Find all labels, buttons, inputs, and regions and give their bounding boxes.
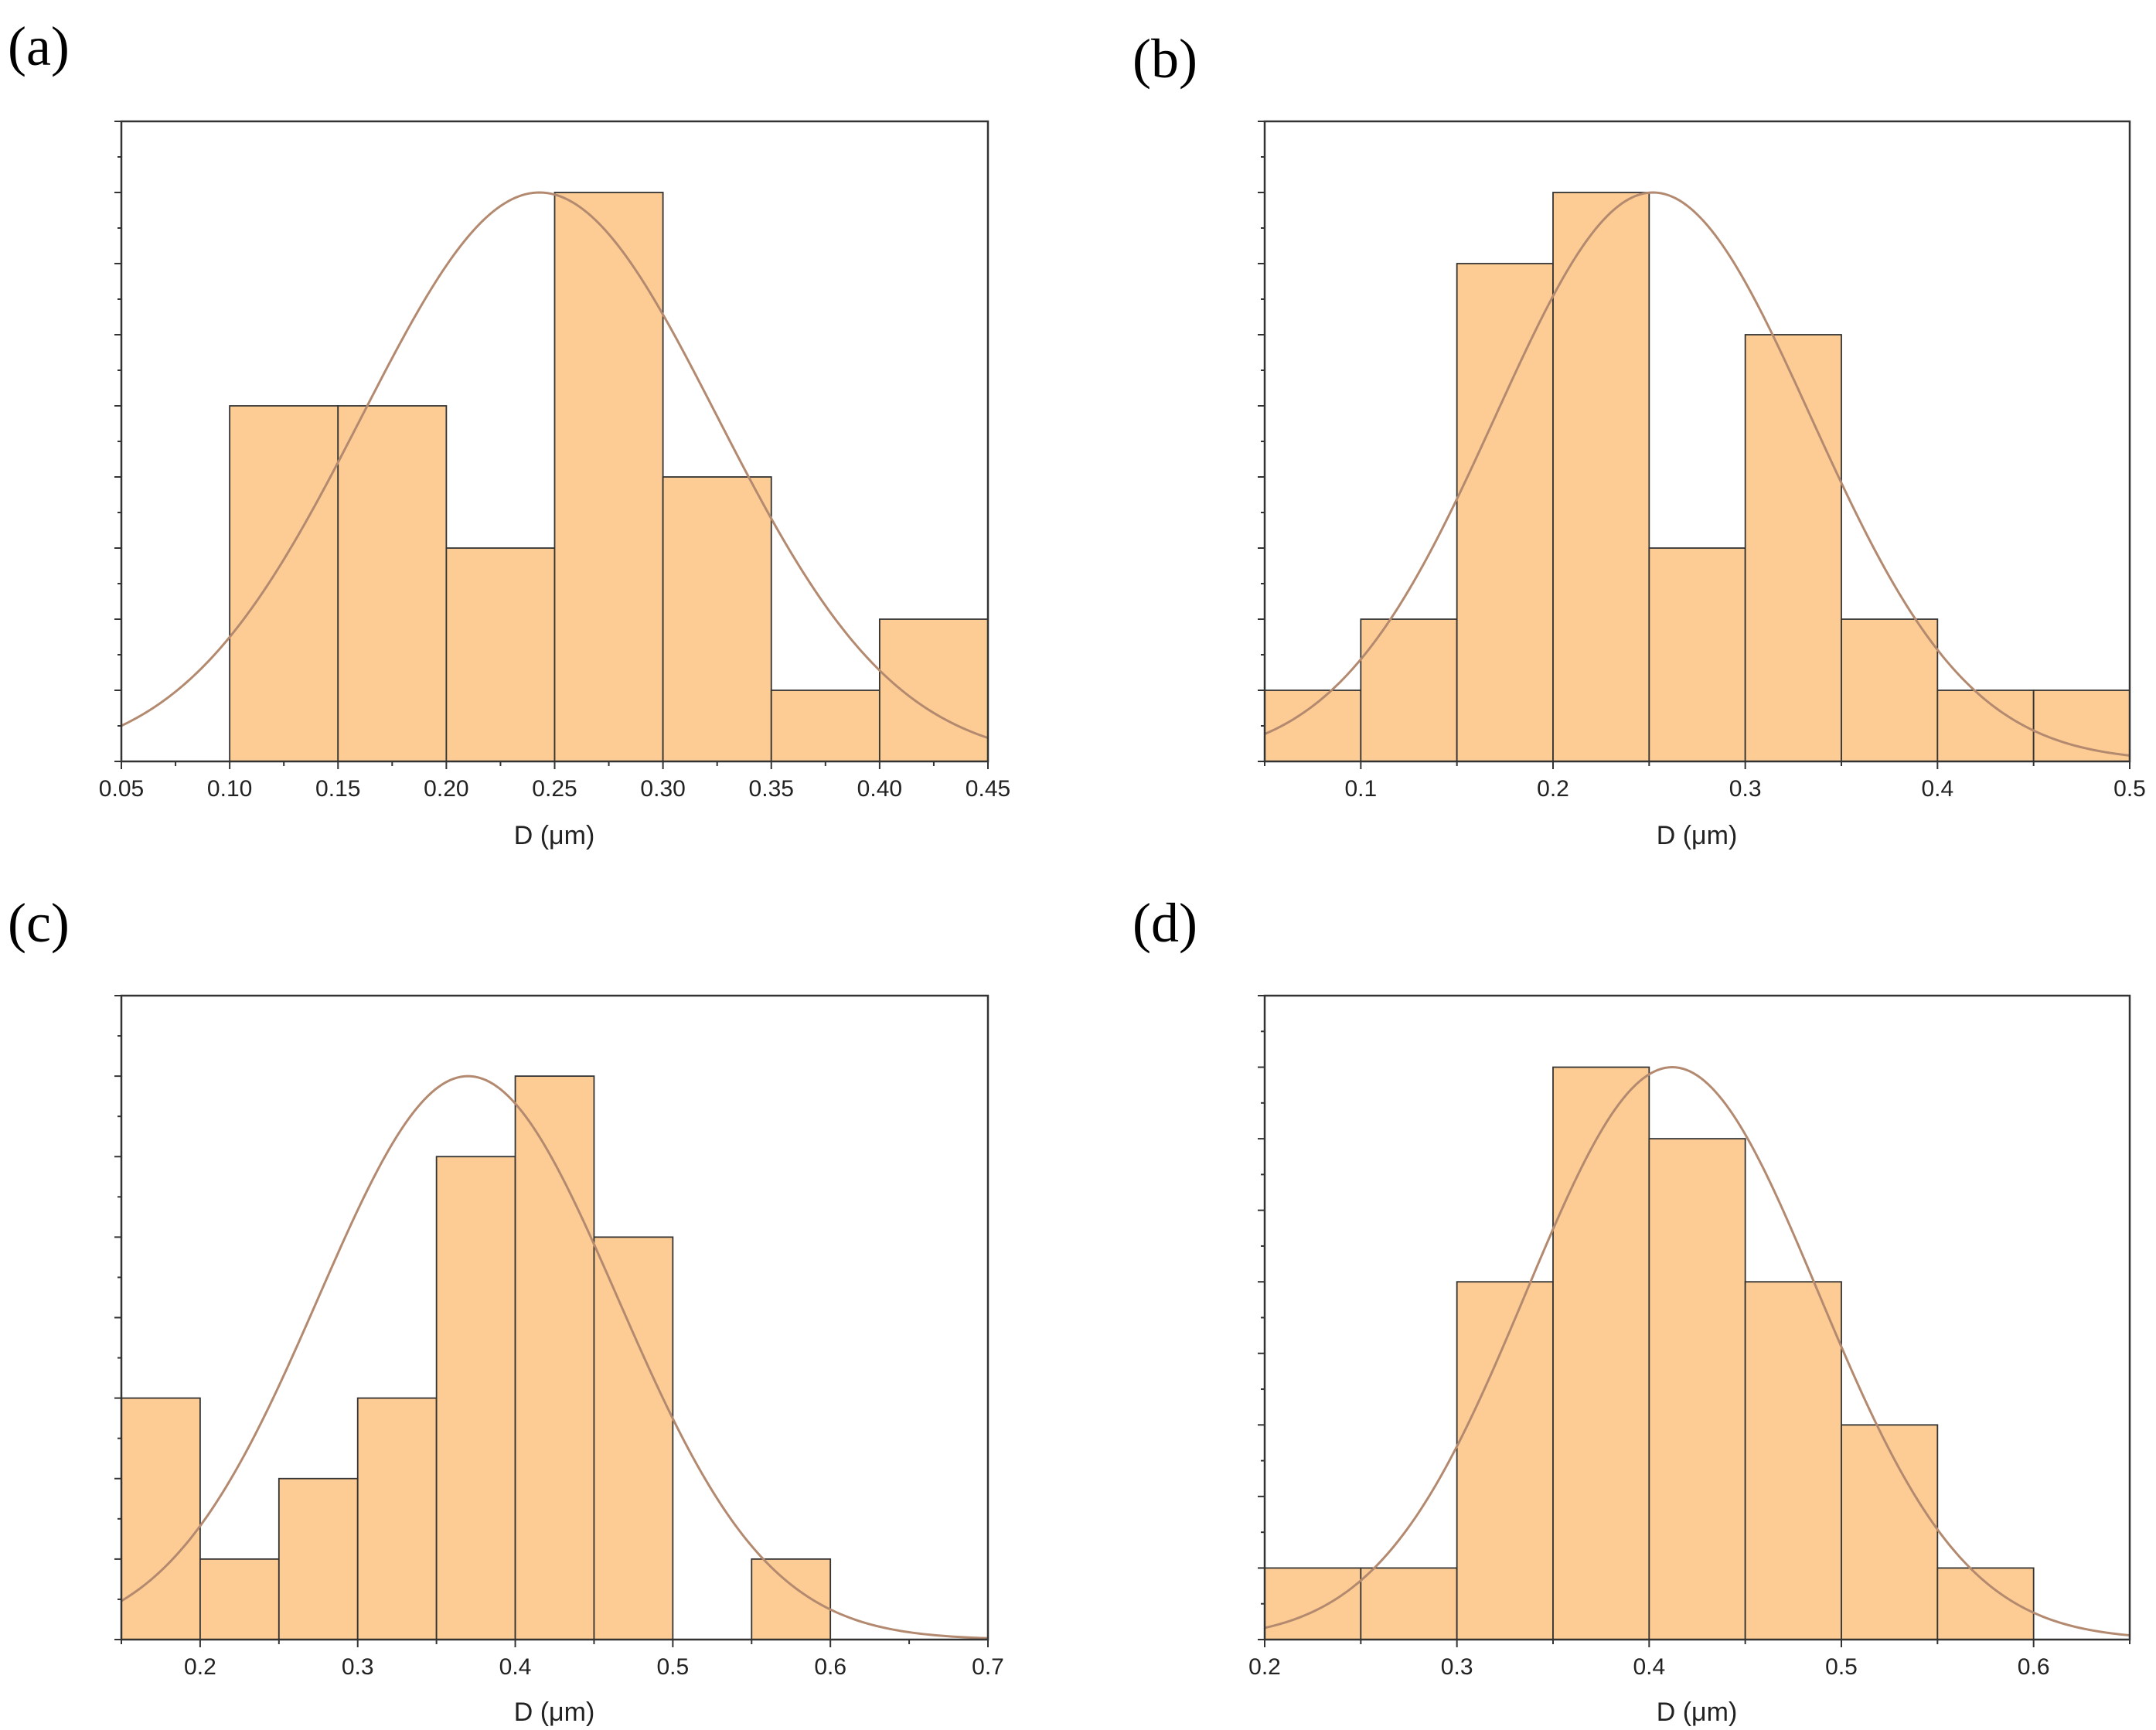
panel-a-x-tick-label: 0.30 [640, 776, 685, 802]
panel-c-x-axis-label: D (μm) [514, 1698, 595, 1727]
panel-b-bar [2032, 690, 2130, 762]
panel-c-x-tick-label: 0.3 [342, 1654, 374, 1680]
panel-a-x-tick-label: 0.15 [315, 776, 360, 802]
panel-a-x-tick-label: 0.05 [99, 776, 144, 802]
panel-b-bar [1552, 192, 1650, 762]
panel-b-bar [1841, 618, 1939, 762]
panel-a-x-axis-label: D (μm) [514, 821, 595, 850]
panel-d-x-tick-label: 0.2 [1248, 1654, 1281, 1680]
panel-d-fit-curve [1265, 1066, 2130, 1636]
panel-b-x-axis-label: D (μm) [1657, 821, 1738, 850]
panel-a-x-tick-label: 0.45 [966, 776, 1010, 802]
panel-c-bar [121, 1397, 201, 1640]
panel-a-bar [337, 405, 448, 762]
panel-c-bar [199, 1558, 280, 1640]
panel-a-x-tick-label: 0.10 [207, 776, 252, 802]
panel-a-bar [662, 476, 772, 762]
panel-b-label: (b) [1132, 28, 1197, 90]
panel-d-x-tick-label: 0.5 [1825, 1654, 1858, 1680]
panel-d-bar [1841, 1424, 1939, 1640]
panel-a-label: (a) [8, 15, 70, 77]
panel-a-bar [229, 405, 339, 762]
panel-d-x-tick-label: 0.6 [2018, 1654, 2050, 1680]
panel-b-x-tick-label: 0.2 [1537, 776, 1569, 802]
panel-b-x-tick-label: 0.3 [1729, 776, 1762, 802]
panel-b-bar [1360, 618, 1458, 762]
panel-a: (a) 0.05 0.10 0.15 0.20 0.25 0.30 0.35 0.40 0.45… [8, 15, 1010, 850]
panel-c-bar [751, 1558, 832, 1640]
panel-d-x-tick-label: 0.4 [1633, 1654, 1665, 1680]
panel-a-x-tick-label: 0.25 [532, 776, 577, 802]
panel-b-bar [1648, 547, 1746, 762]
panel-b-x-tick-label: 0.5 [2113, 776, 2146, 802]
panel-c-bar [593, 1236, 674, 1640]
panel-d-x-axis-label: D (μm) [1657, 1698, 1738, 1727]
panel-b-x-tick-label: 0.1 [1344, 776, 1377, 802]
panel-c-x-tick-label: 0.2 [184, 1654, 216, 1680]
panel-d-label: (d) [1132, 892, 1197, 954]
panel-a-bar [770, 690, 880, 762]
panel-c-bar [278, 1477, 359, 1640]
panel-c-bar [356, 1397, 438, 1640]
panel-d-bar [1264, 1567, 1362, 1640]
panel-a-x-tick-label: 0.40 [857, 776, 902, 802]
panel-a-bar [553, 192, 664, 762]
panel-c-bar [514, 1075, 595, 1640]
panel-d-bar [1936, 1567, 2035, 1640]
panel-c-label: (c) [8, 892, 70, 954]
panel-d: (d) 0.2 0.3 0.4 0.5 0.6 D (μm) [1132, 892, 2131, 1727]
panel-a-x-tick-label: 0.35 [749, 776, 794, 802]
panel-c-x-tick-label: 0.7 [972, 1654, 1004, 1680]
panel-b-bar [1456, 263, 1554, 762]
panel-b-bar [1744, 334, 1842, 762]
panel-c-x-tick-label: 0.4 [499, 1654, 532, 1680]
panel-a-fit-curve [121, 191, 988, 739]
panel-d-bar [1648, 1138, 1746, 1640]
panel-d-bar [1456, 1281, 1554, 1640]
panel-d-x-tick-label: 0.3 [1441, 1654, 1473, 1680]
panel-c-x-tick-label: 0.6 [814, 1654, 846, 1680]
panel-c-bar [435, 1156, 516, 1640]
panel-d-bar [1744, 1281, 1842, 1640]
panel-d-bar [1360, 1567, 1458, 1640]
panel-c-x-tick-label: 0.5 [657, 1654, 690, 1680]
panel-b: (b) 0.1 0.2 0.3 0.4 0.5 D (μm) [1132, 28, 2146, 850]
panel-a-bar [445, 547, 556, 762]
panel-c: (c) 0.2 0.3 0.4 0.5 0.6 0.7 D (μm) [8, 892, 1004, 1727]
panel-b-fit-curve [1265, 191, 2130, 757]
panel-a-x-tick-label: 0.20 [424, 776, 468, 802]
panel-c-fit-curve [121, 1074, 988, 1640]
panel-d-bar [1552, 1066, 1650, 1640]
panel-a-bar [878, 618, 989, 762]
panel-b-bar [1264, 690, 1362, 762]
panel-b-x-tick-label: 0.4 [1921, 776, 1953, 802]
